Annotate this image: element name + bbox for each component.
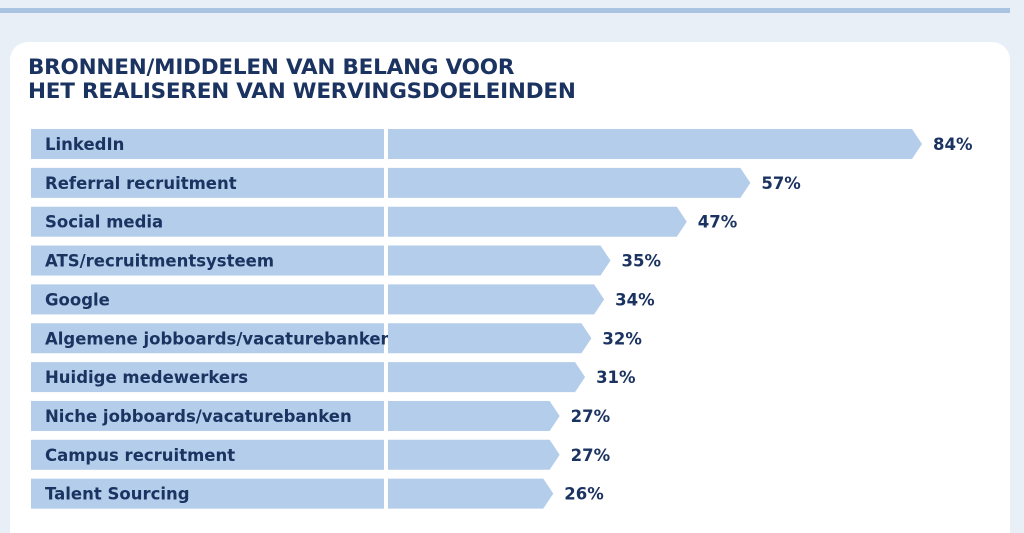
category-label: Referral recruitment [45, 174, 237, 193]
value-label: 34% [615, 290, 655, 309]
bar-row-social-media: Social media 47% [31, 206, 738, 237]
bar-social-media [388, 206, 687, 237]
value-label: 26% [564, 485, 604, 504]
value-label: 35% [622, 252, 662, 271]
chart-title: BRONNEN/MIDDELEN VAN BELANG VOOR HET REA… [28, 56, 728, 104]
category-label: ATS/recruitmentsysteem [45, 252, 274, 271]
bar-row-ats-recruitmentsysteem: ATS/recruitmentsysteem 35% [31, 245, 662, 276]
bar-algemene-jobboards-vacaturebanken [388, 323, 592, 354]
category-label: Social media [45, 213, 163, 232]
value-label: 57% [761, 174, 801, 193]
category-label-box [31, 284, 384, 315]
bar-campus-recruitment [388, 439, 560, 470]
category-label-box [31, 129, 384, 159]
value-label: 32% [602, 329, 642, 348]
top-rule [0, 8, 1010, 13]
bar-row-linkedin: LinkedIn 84% [31, 129, 973, 159]
bar-row-google: Google 34% [31, 284, 655, 315]
category-label: LinkedIn [45, 135, 124, 154]
bar-ats-recruitmentsysteem [388, 245, 611, 276]
category-label: Huidige medewerkers [45, 368, 248, 387]
value-label: 84% [933, 135, 973, 154]
bar-google [388, 284, 605, 315]
category-label-box [31, 478, 384, 509]
chart-title-line-2: HET REALISEREN VAN WERVINGSDOELEINDEN [28, 79, 576, 104]
category-label: Campus recruitment [45, 446, 235, 465]
category-label: Google [45, 290, 110, 309]
category-label-box [31, 245, 384, 276]
category-label-box [31, 323, 384, 354]
bar-row-referral-recruitment: Referral recruitment 57% [31, 167, 801, 198]
bar-referral-recruitment [388, 167, 751, 198]
category-label-box [31, 167, 384, 198]
bar-row-niche-jobboards-vacaturebanken: Niche jobboards/vacaturebanken 27% [31, 400, 611, 431]
category-label: Algemene jobboards/vacaturebanken [45, 329, 392, 348]
category-label-box [31, 206, 384, 237]
category-label-box [31, 400, 384, 431]
value-label: 47% [698, 213, 738, 232]
value-label: 27% [571, 407, 611, 426]
bar-niche-jobboards-vacaturebanken [388, 400, 560, 431]
bar-row-algemene-jobboards-vacaturebanken: Algemene jobboards/vacaturebanken 32% [31, 323, 642, 354]
bar-linkedin [388, 129, 922, 159]
value-label: 31% [596, 368, 636, 387]
bar-talent-sourcing [388, 478, 554, 509]
chart-title-line-1: BRONNEN/MIDDELEN VAN BELANG VOOR [28, 55, 515, 80]
bar-row-campus-recruitment: Campus recruitment 27% [31, 439, 611, 470]
category-label: Niche jobboards/vacaturebanken [45, 407, 352, 426]
category-label: Talent Sourcing [45, 485, 190, 504]
category-label-box [31, 362, 384, 393]
bar-row-talent-sourcing: Talent Sourcing 26% [31, 478, 604, 509]
bar-row-huidige-medewerkers: Huidige medewerkers 31% [31, 362, 636, 393]
category-label-box [31, 439, 384, 470]
value-label: 27% [571, 446, 611, 465]
bar-huidige-medewerkers [388, 362, 586, 393]
